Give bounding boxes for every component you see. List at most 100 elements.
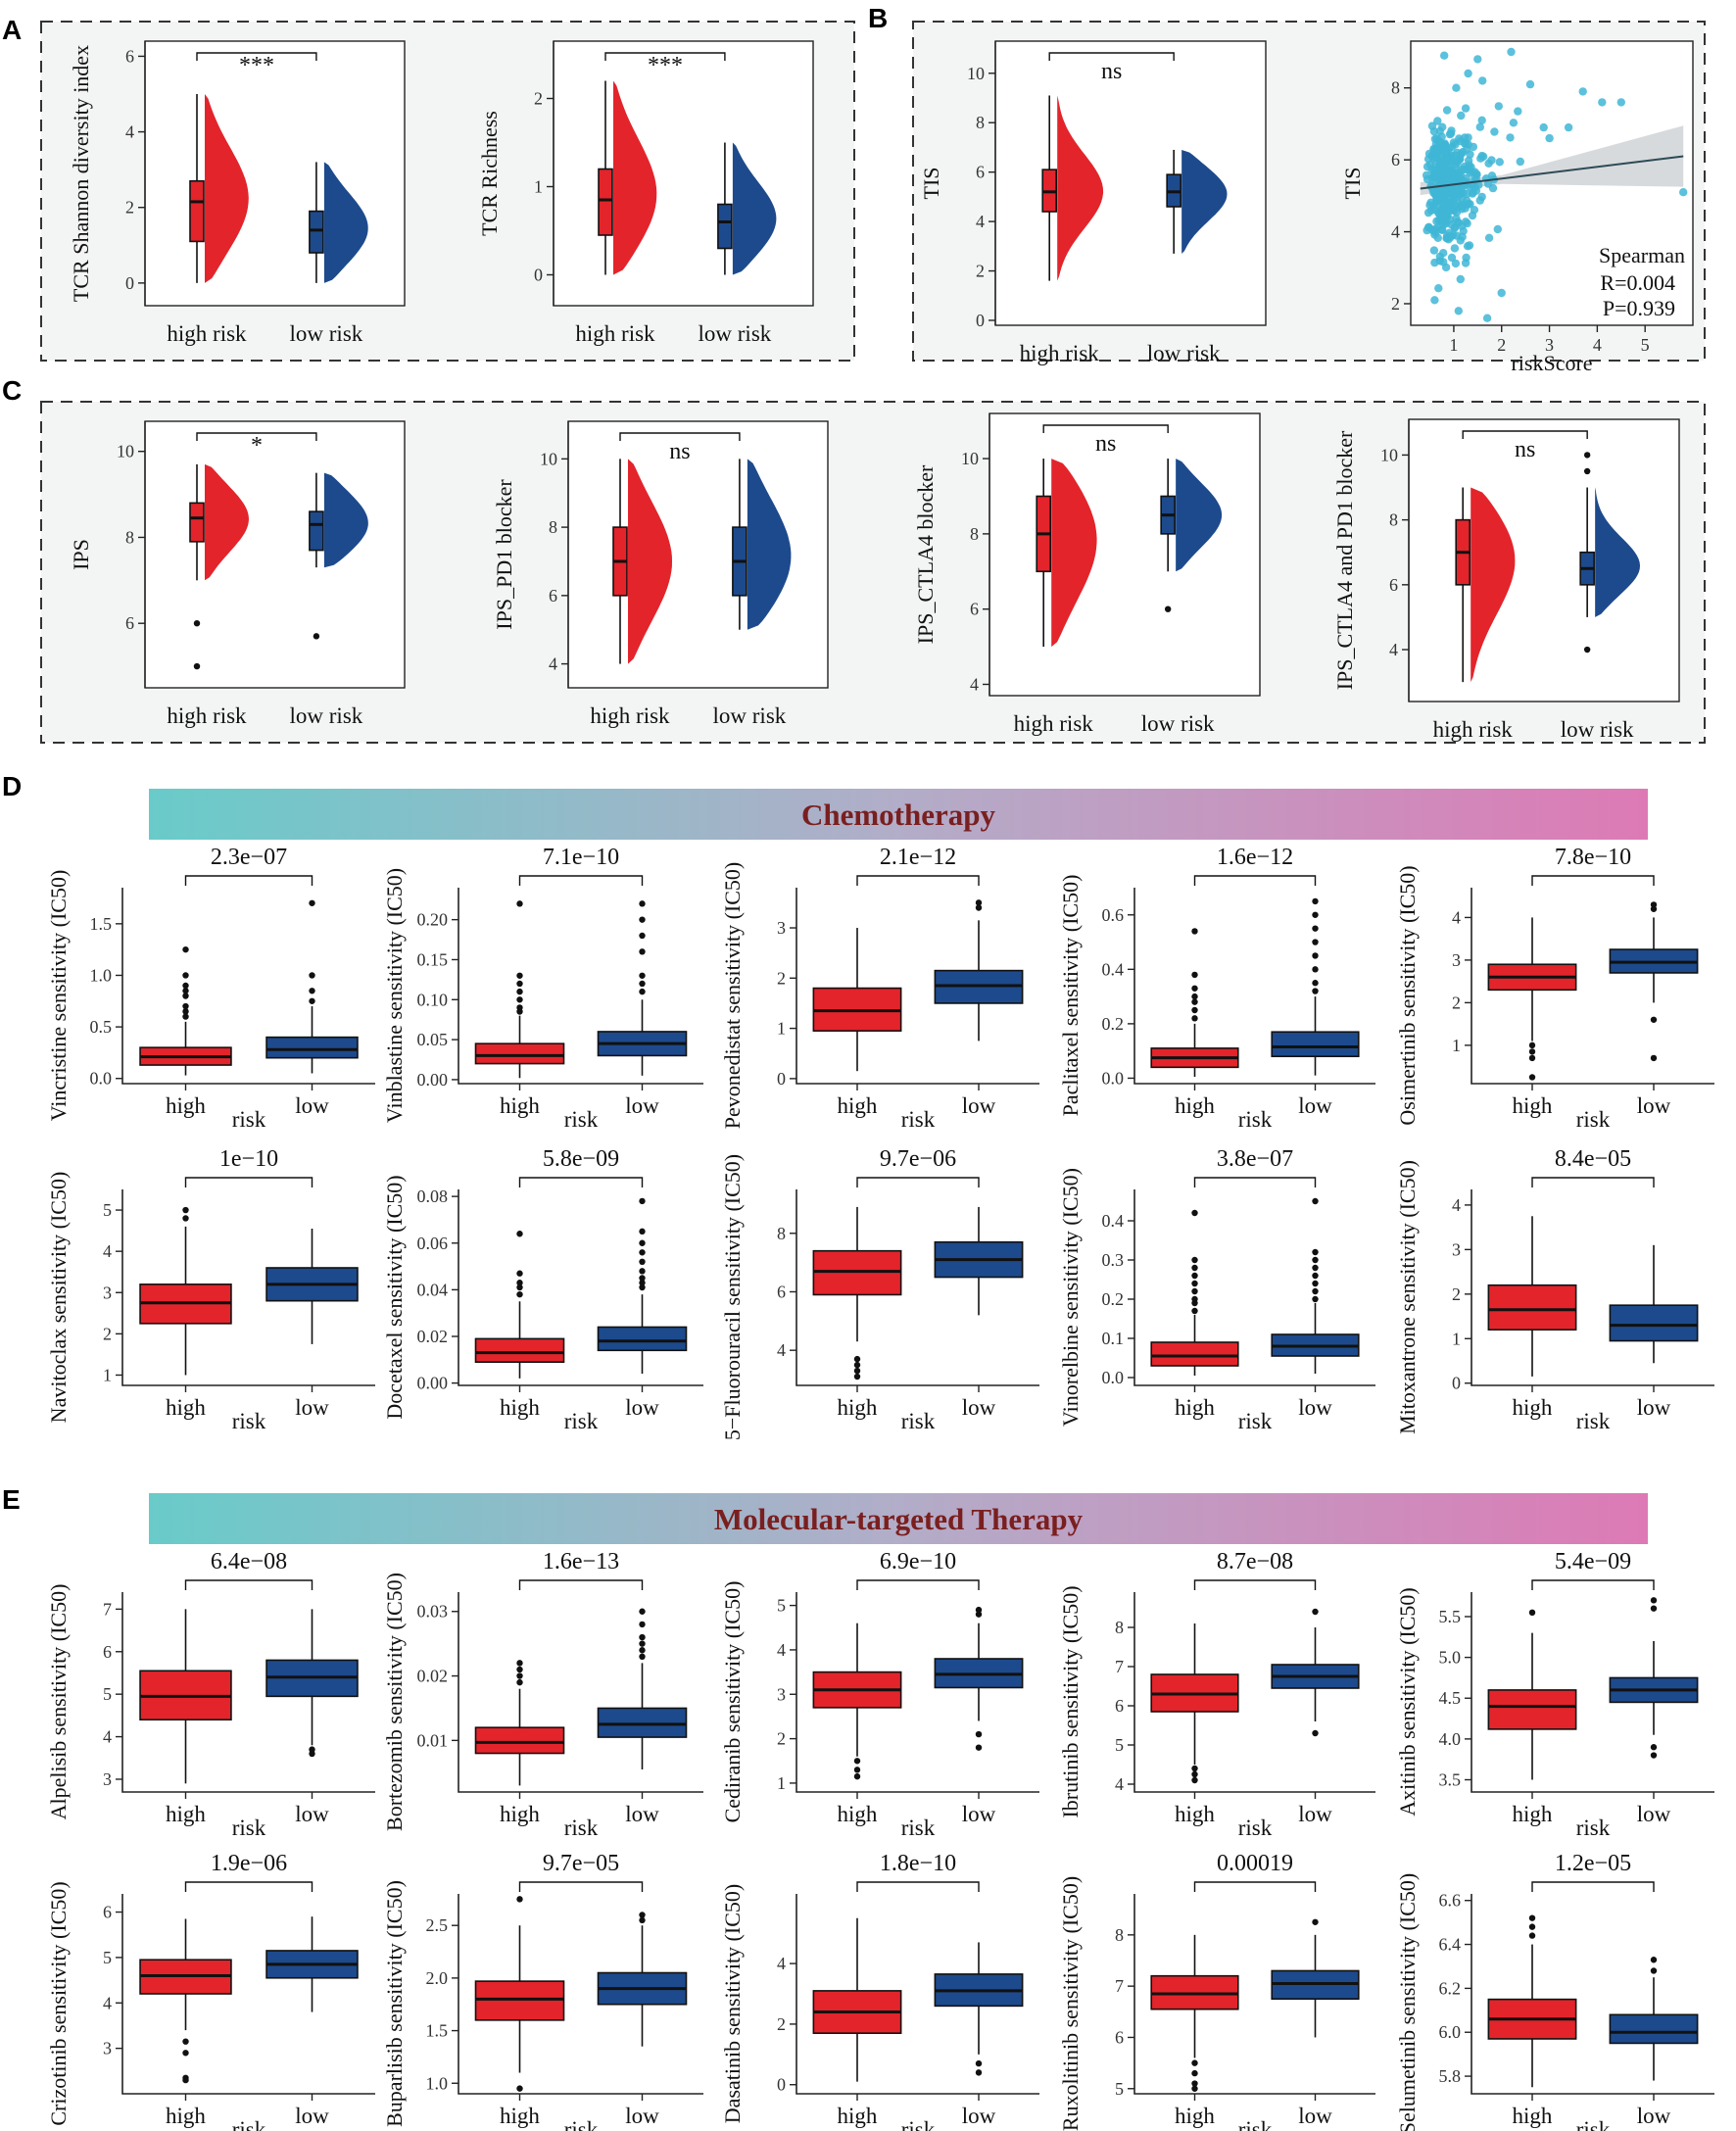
boxplot-13-ytick-label: 1 <box>103 1365 112 1384</box>
boxplot-12-category-low: low <box>1637 1093 1671 1118</box>
raincloud-4-high-outlier <box>193 619 201 627</box>
boxplot-18-xlabel: risk <box>232 1816 266 1840</box>
boxplot-25-category-low: low <box>962 2104 996 2128</box>
boxplot-18-ytick-label: 5 <box>103 1684 112 1704</box>
boxplot-19-axes <box>458 1592 703 1793</box>
boxplot-8-high-outlier <box>182 972 189 979</box>
boxplot-22-axes <box>1471 1592 1714 1793</box>
boxplot-26-category-high: high <box>1175 2104 1215 2128</box>
raincloud-2-low-density <box>1181 149 1228 254</box>
boxplot-16-ytick-label: 0.2 <box>1102 1289 1125 1309</box>
raincloud-2-sig-bracket <box>1048 52 1175 61</box>
boxplot-11-xlabel: risk <box>1238 1107 1273 1132</box>
boxplot-23-ytick-label: 6 <box>103 1903 112 1922</box>
boxplot-9-low-outlier <box>639 980 646 988</box>
raincloud-1-high-box <box>598 168 613 236</box>
raincloud-1-sig-bracket <box>604 52 726 61</box>
boxplot-26-xlabel: risk <box>1238 2117 1273 2131</box>
scatter-3-point <box>1443 153 1453 162</box>
boxplot-9-high-outlier <box>516 1004 523 1011</box>
scatter-3-point <box>1455 134 1464 143</box>
boxplot-19-ylabel: Bortezomib sensitivity (IC50) <box>382 1573 407 1831</box>
boxplot-11-high-outlier <box>1191 1006 1198 1014</box>
scatter-3-point <box>1447 253 1457 263</box>
boxplot-11-low-outlier <box>1312 925 1319 932</box>
boxplot-27-ytick-label: 6.4 <box>1439 1935 1462 1955</box>
boxplot-17-ytick-label: 3 <box>1452 1239 1461 1259</box>
raincloud-6-category-low: low risk <box>1141 711 1215 736</box>
boxplot-16-low-outlier <box>1312 1248 1319 1256</box>
boxplot-25-ylabel: Dasatinib sensitivity (IC50) <box>720 1884 745 2123</box>
scatter-3-point <box>1477 151 1486 161</box>
boxplot-14-category-high: high <box>500 1395 540 1420</box>
boxplot-10-ytick-label: 1 <box>777 1019 786 1039</box>
scatter-3-xtick-label: 1 <box>1449 335 1458 355</box>
boxplot-9-ytick-label: 0.05 <box>417 1030 449 1049</box>
boxplot-12-ytick-label: 4 <box>1452 907 1461 927</box>
boxplot-26-pvalue-bracket <box>1193 1881 1317 1892</box>
boxplot-21-low-outlier <box>1312 1608 1319 1616</box>
boxplot-14-low-outlier <box>639 1275 646 1282</box>
boxplot-19-low-outlier <box>639 1640 646 1647</box>
boxplot-9-low-outlier <box>639 988 646 995</box>
boxplot-9-high-outlier <box>516 988 523 995</box>
raincloud-5-category-low: low risk <box>713 703 787 728</box>
boxplot-10-category-low: low <box>962 1093 996 1118</box>
boxplot-16-low-outlier <box>1312 1295 1319 1303</box>
boxplot-20-category-low: low <box>962 1802 996 1826</box>
boxplot-23-pvalue: 1.9e−06 <box>211 1851 287 1876</box>
boxplot-8-high-outlier <box>182 945 189 953</box>
boxplot-24-ytick-label: 1.5 <box>426 2021 449 2041</box>
boxplot-24-high-outlier <box>516 2085 523 2092</box>
boxplot-24-category-high: high <box>500 2104 540 2128</box>
scatter-3-point <box>1427 121 1437 130</box>
raincloud-0-low-density <box>323 162 368 283</box>
boxplot-14-ytick-label: 0.00 <box>417 1374 449 1393</box>
scatter-3-point <box>1461 139 1470 148</box>
scatter-3-point <box>1429 246 1439 255</box>
boxplot-21-ytick-label: 4 <box>1115 1774 1124 1794</box>
raincloud-7-category-low: low risk <box>1561 717 1634 742</box>
boxplot-15-ytick-label: 6 <box>777 1282 786 1301</box>
boxplot-10-xlabel: risk <box>901 1107 936 1132</box>
boxplot-12-high-outlier <box>1528 1048 1536 1055</box>
boxplot-19-pvalue-bracket <box>518 1579 644 1590</box>
raincloud-7-low-outlier <box>1583 467 1591 475</box>
boxplot-16-ytick-label: 0.1 <box>1102 1329 1125 1348</box>
boxplot-20-ytick-label: 1 <box>777 1773 786 1793</box>
boxplot-15-high-outlier <box>853 1355 861 1363</box>
boxplot-20-ytick-label: 2 <box>777 1729 786 1749</box>
boxplot-26-ytick-label: 7 <box>1115 1976 1124 1996</box>
scatter-3-point <box>1487 171 1497 180</box>
panel-label-a: A <box>2 15 22 45</box>
boxplot-26-ytick-label: 6 <box>1115 2027 1124 2047</box>
boxplot-16-low-outlier <box>1312 1272 1319 1280</box>
boxplot-24-pvalue: 9.7e−05 <box>543 1851 619 1876</box>
raincloud-5-ylabel: IPS_PD1 blocker <box>492 479 516 630</box>
boxplot-11-low-outlier <box>1312 952 1319 959</box>
boxplot-21-high-outlier <box>1191 1770 1198 1778</box>
boxplot-8-ytick-label: 1.5 <box>90 914 113 934</box>
boxplot-20-ytick-label: 3 <box>777 1684 786 1704</box>
boxplot-8-pvalue: 2.3e−07 <box>211 845 287 870</box>
boxplot-20-ytick-label: 5 <box>777 1596 786 1616</box>
raincloud-0-ytick-label: 2 <box>125 198 134 218</box>
boxplot-21-ytick-label: 6 <box>1115 1696 1124 1716</box>
boxplot-11-category-high: high <box>1175 1093 1215 1118</box>
raincloud-2-ytick-label: 4 <box>976 212 985 231</box>
boxplot-10-pvalue-bracket <box>856 875 980 886</box>
boxplot-16-high-outlier <box>1191 1272 1198 1280</box>
raincloud-6-ylabel: IPS_CTLA4 blocker <box>913 464 938 644</box>
raincloud-0-category-low: low risk <box>290 321 363 346</box>
boxplot-16-low-outlier <box>1312 1280 1319 1287</box>
boxplot-9-xlabel: risk <box>564 1107 599 1132</box>
boxplot-11-high-outlier <box>1191 985 1198 992</box>
scatter-3-point <box>1458 202 1467 212</box>
boxplot-26-low-outlier <box>1312 1918 1319 1925</box>
boxplot-16-ytick-label: 0.3 <box>1102 1250 1125 1270</box>
targeted-therapy-band <box>149 1493 1648 1544</box>
boxplot-12-xlabel: risk <box>1576 1107 1611 1132</box>
boxplot-17-xlabel: risk <box>1576 1409 1611 1433</box>
raincloud-0-ytick-label: 0 <box>125 273 134 293</box>
raincloud-6-high-density <box>1051 459 1097 648</box>
